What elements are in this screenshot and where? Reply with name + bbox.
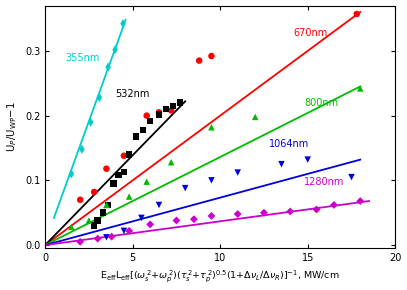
Point: [357, 199, 363, 203]
Point: [261, 211, 267, 215]
Point: [105, 203, 112, 207]
Point: [278, 162, 285, 166]
Point: [234, 170, 241, 175]
Point: [68, 172, 74, 176]
Point: [94, 236, 101, 241]
Point: [91, 190, 97, 194]
Point: [68, 225, 74, 229]
Point: [77, 240, 83, 244]
Text: 670nm: 670nm: [294, 28, 328, 38]
Point: [348, 175, 355, 180]
Point: [108, 234, 115, 239]
Text: 532nm: 532nm: [115, 89, 149, 99]
Point: [133, 134, 140, 139]
Point: [208, 214, 215, 218]
Point: [138, 215, 144, 220]
Point: [304, 157, 311, 162]
Point: [103, 235, 109, 240]
Point: [79, 147, 85, 152]
Point: [120, 21, 126, 26]
Point: [287, 209, 293, 214]
Point: [103, 203, 109, 207]
Point: [120, 229, 127, 233]
Point: [105, 65, 112, 69]
Point: [120, 153, 127, 158]
Point: [96, 95, 103, 100]
Point: [234, 212, 241, 216]
Point: [357, 86, 363, 91]
Point: [163, 107, 169, 111]
Point: [116, 173, 122, 177]
Point: [140, 128, 147, 132]
Point: [126, 229, 132, 233]
Text: 355nm: 355nm: [65, 52, 100, 63]
Point: [208, 54, 215, 58]
Point: [196, 58, 202, 63]
X-axis label: E$_{\rm eff}$L$_{\rm eff}$[($\omega_s^{\,2}$+$\omega_p^{\,2}$)($\tau_s^{\,2}$+$\: E$_{\rm eff}$L$_{\rm eff}$[($\omega_s^{\…: [101, 269, 340, 284]
Point: [313, 207, 320, 212]
Point: [252, 115, 258, 119]
Point: [126, 152, 132, 157]
Point: [208, 178, 215, 183]
Point: [100, 211, 106, 215]
Point: [88, 120, 94, 124]
Point: [85, 218, 92, 223]
Point: [155, 112, 162, 117]
Point: [77, 197, 83, 202]
Point: [182, 186, 188, 191]
Point: [168, 108, 175, 113]
Point: [168, 160, 175, 164]
Point: [126, 194, 132, 199]
Point: [91, 223, 97, 228]
Point: [120, 170, 127, 174]
Point: [177, 100, 183, 105]
Point: [173, 218, 180, 223]
Point: [143, 179, 150, 184]
Point: [331, 203, 337, 207]
Text: 1280nm: 1280nm: [304, 177, 345, 187]
Point: [208, 125, 215, 130]
Text: 1064nm: 1064nm: [269, 139, 309, 149]
Text: 800nm: 800nm: [304, 98, 338, 108]
Point: [143, 113, 150, 118]
Y-axis label: U$_P$/U$_{\rm WP}$$-$1: U$_P$/U$_{\rm WP}$$-$1: [6, 102, 20, 152]
Point: [155, 110, 162, 115]
Point: [112, 47, 118, 52]
Point: [354, 12, 360, 16]
Point: [103, 166, 109, 171]
Point: [147, 119, 153, 123]
Point: [147, 222, 153, 227]
Point: [170, 104, 176, 108]
Point: [110, 181, 117, 186]
Point: [155, 203, 162, 207]
Point: [191, 217, 197, 222]
Point: [94, 218, 101, 223]
